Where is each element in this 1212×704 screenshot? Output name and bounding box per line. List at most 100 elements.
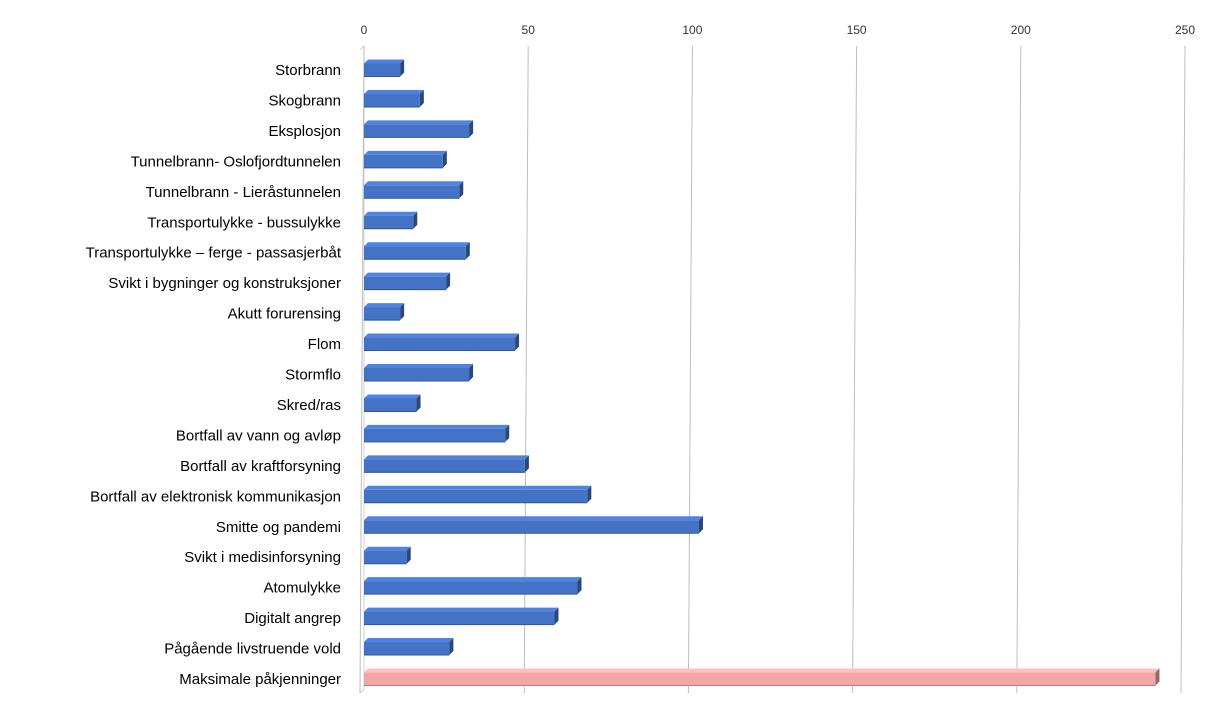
bar-top-face	[364, 455, 529, 460]
bar-front-face	[364, 154, 443, 168]
plot-walls	[359, 44, 365, 694]
bar-top-face	[364, 394, 421, 399]
bar-bortfall-av-kraftforsyning	[364, 455, 529, 473]
bar-front-face	[364, 611, 555, 625]
x-tick-label: 100	[682, 23, 702, 37]
bar-akutt-forurensing	[364, 303, 405, 321]
bar-top-face	[364, 546, 411, 551]
bar-front-face	[364, 215, 414, 229]
bar-end-face	[400, 303, 405, 321]
category-label-eksplosjon: Eksplosjon	[268, 123, 341, 140]
category-label-skogbrann: Skogbrann	[268, 92, 341, 109]
bar-top-face	[364, 181, 464, 186]
bar-front-face	[364, 581, 578, 595]
bar-top-face	[364, 303, 405, 308]
bar-storbrann	[364, 59, 405, 77]
x-tick-label: 50	[522, 23, 536, 37]
bar-top-face	[364, 668, 1160, 673]
category-label-tunnelbrann-oslofjordtunnelen: Tunnelbrann- Oslofjordtunnelen	[131, 153, 341, 170]
category-labels: Storbrann Skogbrann Eksplosjon Tunnelbrann-…	[86, 62, 342, 688]
category-label-svikt-i-medisinforsyning: Svikt i medisinforsyning	[184, 549, 341, 566]
bar-digitalt-angrep	[364, 607, 559, 626]
bar-end-face	[1155, 668, 1160, 686]
bar-stormflo	[364, 364, 474, 382]
bar-svikt-i-bygninger-og-konstruksjoner	[364, 272, 451, 291]
bar-end-face	[698, 516, 703, 534]
bar-front-face	[364, 276, 447, 290]
bar-front-face	[364, 672, 1156, 686]
bar-tunnelbrann-oslofjordtunnelen	[364, 150, 447, 169]
bar-eksplosjon	[364, 120, 474, 138]
bar-front-face	[364, 246, 466, 260]
bar-top-face	[364, 89, 424, 94]
bar-front-face	[364, 428, 506, 442]
bar-tunnelbrann-lierastunnelen	[364, 181, 464, 199]
category-label-transportulykke-bussulykke: Transportulykke - bussulykke	[147, 214, 341, 231]
bar-end-face	[406, 546, 411, 564]
bar-end-face	[577, 577, 582, 595]
bar-front-face	[364, 93, 420, 107]
bar-end-face	[449, 638, 454, 656]
bar-skred-ras	[364, 394, 421, 412]
category-label-tunnelbrann-lierastunnelen: Tunnelbrann - Lieråstunnelen	[146, 184, 341, 201]
bar-front-face	[364, 398, 417, 412]
bar-flom	[364, 333, 520, 352]
bar-top-face	[364, 424, 510, 429]
bar-front-face	[364, 489, 588, 503]
gridline	[523, 45, 529, 694]
bar-front-face	[364, 642, 450, 656]
bar-top-face	[364, 577, 582, 582]
category-label-bortfall-av-vann-og-avl-p: Bortfall av vann og avløp	[176, 427, 341, 444]
bar-skogbrann	[364, 89, 424, 108]
bar-atomulykke	[364, 577, 582, 595]
bar-end-face	[465, 242, 470, 260]
category-label-svikt-i-bygninger-og-konstruksjoner: Svikt i bygninger og konstruksjoner	[108, 275, 341, 292]
bar-top-face	[364, 242, 470, 247]
bar-front-face	[364, 520, 699, 534]
bar-top-face	[364, 607, 559, 612]
category-label-maksimale-pakjenninger: Maksimale påkjenninger	[179, 671, 341, 688]
category-label-storbrann: Storbrann	[275, 62, 341, 79]
bar-top-face	[364, 150, 447, 155]
bar-end-face	[416, 394, 421, 412]
gridlines	[359, 45, 1186, 694]
bar-end-face	[524, 455, 529, 473]
category-label-digitalt-angrep: Digitalt angrep	[244, 610, 341, 627]
bar-front-face	[364, 63, 401, 77]
category-label-transportulykke-ferge-passasjerbat: Transportulykke – ferge - passasjerbåt	[86, 245, 342, 262]
category-label-pagaende-livstruende-vold: Pågående livstruende vold	[164, 641, 341, 658]
bar-front-face	[364, 337, 516, 351]
bar-top-face	[364, 211, 418, 216]
bar-end-face	[413, 211, 418, 229]
category-label-bortfall-av-elektronisk-kommunikasjon: Bortfall av elektronisk kommunikasjon	[90, 488, 341, 505]
category-label-flom: Flom	[308, 336, 341, 353]
bar-end-face	[505, 424, 510, 442]
bar-end-face	[469, 364, 474, 381]
gridline	[359, 45, 365, 694]
bar-end-face	[419, 89, 424, 107]
bar-transportulykke-bussulykke	[364, 211, 418, 230]
gridline	[852, 45, 858, 694]
category-label-skred-ras: Skred/ras	[277, 397, 341, 414]
x-tick-label: 250	[1175, 23, 1195, 37]
bar-maksimale-pakjenninger	[364, 668, 1160, 686]
bar-end-face	[469, 120, 474, 138]
bar-svikt-i-medisinforsyning	[364, 546, 411, 565]
y-axis-wall	[359, 44, 365, 694]
bar-top-face	[364, 485, 592, 490]
x-tick-label: 200	[1011, 23, 1031, 37]
bar-front-face	[364, 368, 470, 381]
bar-end-face	[459, 181, 464, 199]
bar-end-face	[587, 485, 592, 503]
bar-end-face	[554, 607, 559, 625]
category-label-akutt-forurensing: Akutt forurensing	[228, 306, 341, 323]
category-label-atomulykke: Atomulykke	[263, 580, 341, 597]
x-tick-label: 0	[361, 23, 368, 37]
bar-top-face	[364, 333, 520, 338]
category-label-stormflo: Stormflo	[285, 367, 341, 384]
bar-end-face	[442, 150, 447, 168]
bar-transportulykke-ferge-passasjerbat	[364, 242, 470, 260]
bar-top-face	[364, 364, 474, 368]
bar-front-face	[364, 459, 525, 473]
